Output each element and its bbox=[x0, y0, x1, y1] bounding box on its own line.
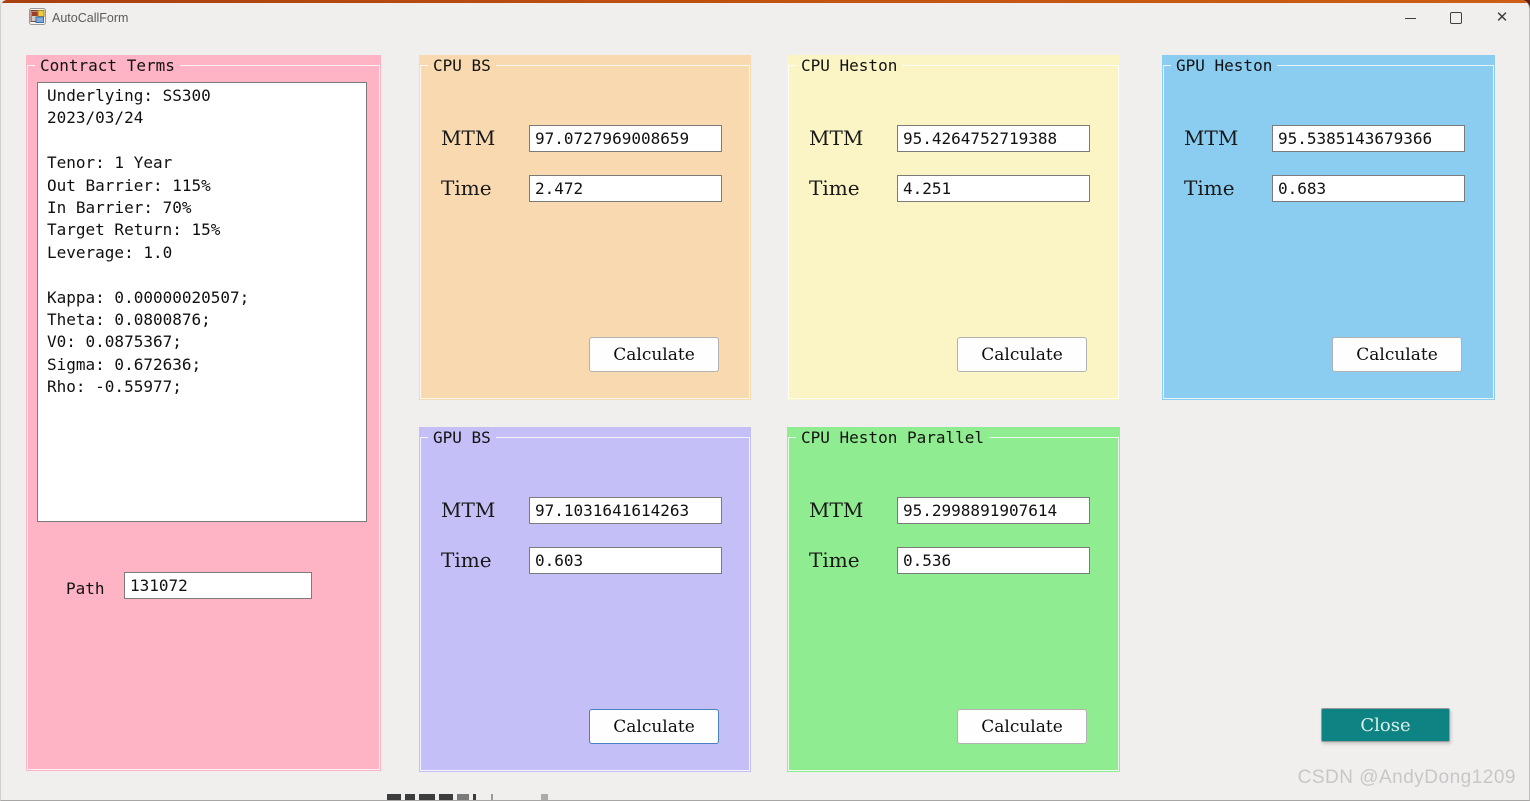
mtm-label: MTM bbox=[1184, 126, 1239, 150]
time-label: Time bbox=[809, 176, 860, 200]
maximize-button[interactable] bbox=[1433, 3, 1479, 32]
group-title: CPU Heston Parallel bbox=[796, 428, 990, 447]
minimize-icon bbox=[1404, 18, 1416, 19]
close-window-button[interactable]: ✕ bbox=[1479, 3, 1525, 32]
window-top-accent bbox=[1, 0, 1529, 3]
close-button[interactable]: Close bbox=[1321, 708, 1450, 742]
mtm-label: MTM bbox=[441, 126, 496, 150]
group-cpu-bs: CPU BS MTM Time Calculate bbox=[419, 55, 751, 400]
clipped-glyph-fragment bbox=[541, 794, 548, 800]
group-title: CPU Heston bbox=[796, 56, 903, 75]
group-title: GPU BS bbox=[428, 428, 496, 447]
clipped-glyph-fragment bbox=[439, 794, 453, 800]
mtm-label: MTM bbox=[441, 498, 496, 522]
group-title: GPU Heston bbox=[1171, 56, 1278, 75]
path-label: Path bbox=[66, 579, 105, 598]
cpu-bs-mtm-input[interactable] bbox=[529, 125, 722, 152]
group-title: CPU BS bbox=[428, 56, 496, 75]
cpu-heston-parallel-time-input[interactable] bbox=[897, 547, 1090, 574]
cpu-heston-parallel-calculate-button[interactable]: Calculate bbox=[957, 709, 1087, 744]
gpu-heston-time-input[interactable] bbox=[1272, 175, 1465, 202]
gpu-heston-calculate-button[interactable]: Calculate bbox=[1332, 337, 1462, 372]
close-icon: ✕ bbox=[1495, 8, 1509, 26]
window-title: AutoCallForm bbox=[52, 11, 129, 25]
contract-terms-textbox[interactable]: Underlying: SS300 2023/03/24 Tenor: 1 Ye… bbox=[37, 82, 367, 522]
cpu-heston-mtm-input[interactable] bbox=[897, 125, 1090, 152]
group-title: Contract Terms bbox=[35, 56, 180, 75]
mtm-label: MTM bbox=[809, 498, 864, 522]
gpu-bs-calculate-button[interactable]: Calculate bbox=[589, 709, 719, 744]
clipped-glyph-fragment bbox=[387, 794, 401, 800]
clipped-glyph-fragment bbox=[491, 794, 493, 800]
cpu-heston-calculate-button[interactable]: Calculate bbox=[957, 337, 1087, 372]
mtm-label: MTM bbox=[809, 126, 864, 150]
clipped-glyph-fragment bbox=[473, 794, 476, 800]
clipped-glyph-fragment bbox=[419, 794, 435, 800]
titlebar: AutoCallForm ✕ bbox=[1, 3, 1529, 32]
group-gpu-heston: GPU Heston MTM Time Calculate bbox=[1162, 55, 1495, 400]
clipped-glyph-fragment bbox=[457, 794, 469, 800]
gpu-bs-mtm-input[interactable] bbox=[529, 497, 722, 524]
time-label: Time bbox=[441, 176, 492, 200]
cpu-heston-parallel-mtm-input[interactable] bbox=[897, 497, 1090, 524]
minimize-button[interactable] bbox=[1387, 3, 1433, 32]
cpu-heston-time-input[interactable] bbox=[897, 175, 1090, 202]
time-label: Time bbox=[1184, 176, 1235, 200]
watermark-text: CSDN @AndyDong1209 bbox=[1297, 767, 1516, 788]
group-gpu-bs: GPU BS MTM Time Calculate bbox=[419, 427, 751, 772]
time-label: Time bbox=[441, 548, 492, 572]
maximize-icon bbox=[1450, 11, 1462, 24]
group-cpu-heston-parallel: CPU Heston Parallel MTM Time Calculate bbox=[787, 427, 1120, 772]
window-controls: ✕ bbox=[1387, 3, 1525, 32]
path-input[interactable] bbox=[124, 572, 312, 599]
winforms-app-icon bbox=[29, 8, 46, 25]
group-cpu-heston: CPU Heston MTM Time Calculate bbox=[787, 55, 1120, 400]
gpu-bs-time-input[interactable] bbox=[529, 547, 722, 574]
cpu-bs-calculate-button[interactable]: Calculate bbox=[589, 337, 719, 372]
group-contract-terms: Contract Terms Underlying: SS300 2023/03… bbox=[26, 55, 381, 771]
cpu-bs-time-input[interactable] bbox=[529, 175, 722, 202]
time-label: Time bbox=[809, 548, 860, 572]
clipped-glyph-fragment bbox=[405, 794, 415, 800]
gpu-heston-mtm-input[interactable] bbox=[1272, 125, 1465, 152]
